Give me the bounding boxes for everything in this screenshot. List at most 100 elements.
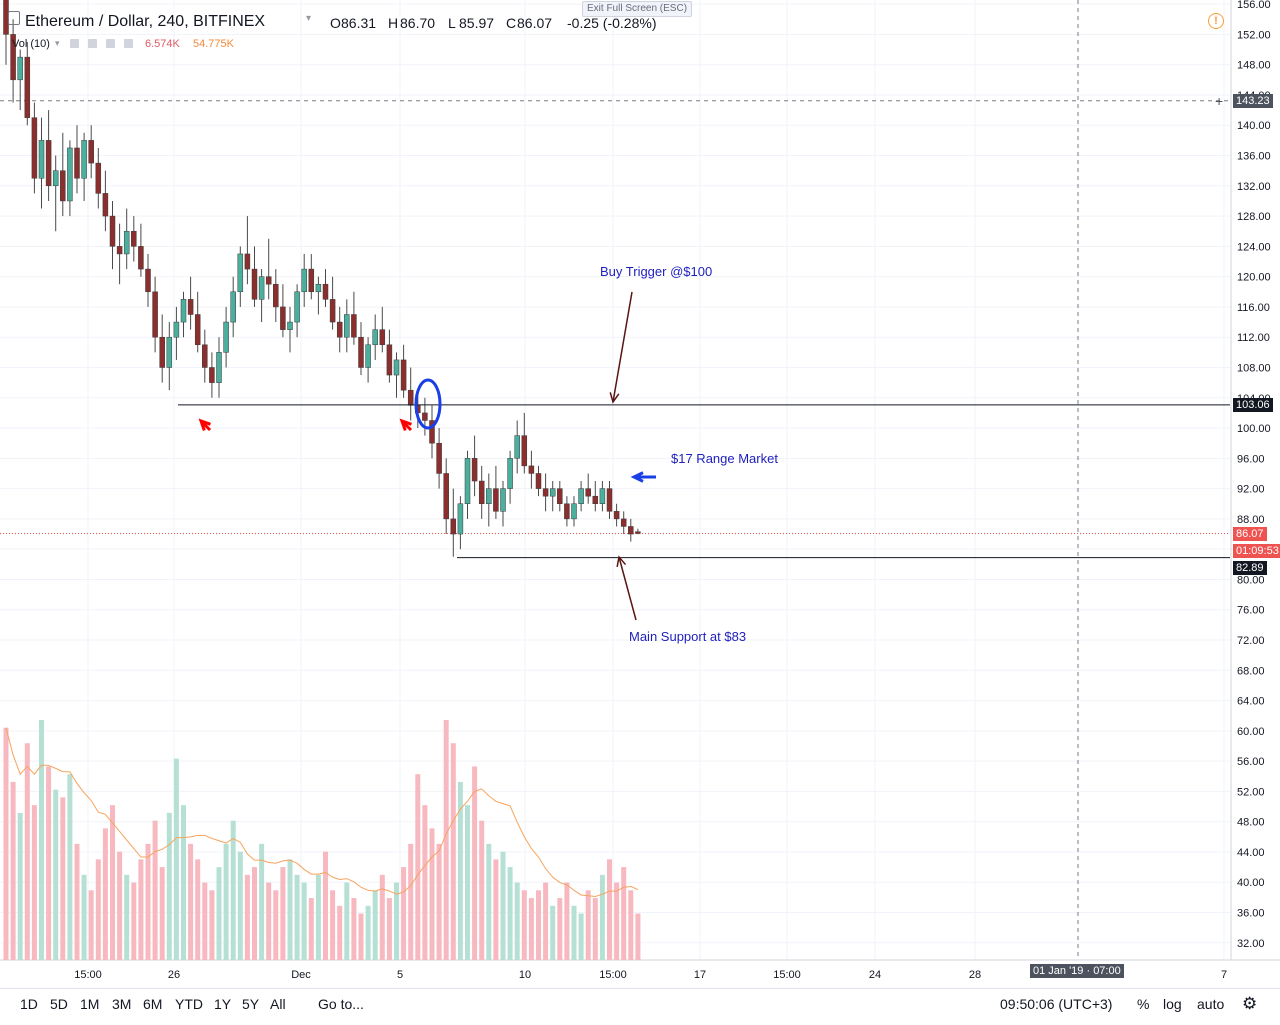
timeframe-1y-button[interactable]: 1Y	[214, 996, 232, 1012]
eye-icon[interactable]	[70, 39, 79, 48]
timeframe-1d-button[interactable]: 1D	[20, 996, 38, 1012]
price-chart[interactable]: 32.00 36.00 40.00 44.00 48.00 52.00 56.00 60.00…	[0, 0, 1280, 988]
volume-bar	[635, 913, 641, 960]
volume-bar	[443, 720, 449, 960]
candle-body	[344, 314, 350, 338]
candle-body	[223, 321, 229, 353]
volume-bar	[472, 766, 478, 960]
volume-bar	[379, 874, 385, 960]
candle-body	[450, 518, 457, 535]
chevron-down-icon[interactable]: ▾	[306, 13, 312, 24]
volume-bar	[330, 890, 336, 960]
candle-body	[180, 299, 187, 323]
volume-bar	[599, 874, 605, 960]
candle-body	[336, 321, 343, 338]
high-label: H	[388, 15, 399, 31]
volume-bar	[67, 774, 73, 960]
candle-body	[187, 299, 194, 315]
timeframe-5d-button[interactable]: 5D	[50, 996, 68, 1012]
volume-bar	[24, 743, 30, 960]
exit-fullscreen-button[interactable]: Exit Full Screen (ESC)	[582, 1, 693, 17]
crosshair-price-label: 143.23	[1233, 94, 1273, 108]
price-tick-label: 52.00	[1237, 786, 1265, 798]
candle-body	[542, 488, 549, 497]
close-icon[interactable]	[124, 39, 133, 48]
close-label: C	[506, 15, 517, 31]
candle-body	[67, 147, 73, 202]
price-tick-label: 92.00	[1237, 484, 1265, 496]
candle-body	[315, 283, 322, 293]
candle-body	[429, 420, 435, 444]
crosshair-plus-icon[interactable]: +	[1215, 93, 1224, 109]
volume-label[interactable]: Vol (10)	[12, 38, 50, 50]
timeframe-all-button[interactable]: All	[270, 996, 286, 1012]
timeframe-3m-button[interactable]: 3M	[112, 996, 132, 1012]
volume-bar	[39, 720, 44, 960]
timeframe-ytd-button[interactable]: YTD	[175, 996, 203, 1012]
clock-readout[interactable]: 09:50:06 (UTC+3)	[1000, 996, 1113, 1012]
candle-body	[372, 329, 378, 346]
price-tick-label: 36.00	[1237, 908, 1265, 920]
volume-bar	[401, 867, 407, 960]
timeframe-5y-button[interactable]: 5Y	[242, 996, 260, 1012]
log-toggle[interactable]: log	[1163, 996, 1182, 1012]
plus-icon[interactable]	[106, 39, 115, 48]
volume-bar	[564, 882, 570, 960]
time-tick-label: 10	[519, 969, 531, 981]
candle-body	[571, 503, 577, 520]
candle-body	[613, 511, 620, 520]
candle-body	[38, 140, 45, 179]
alert-icon[interactable]: !	[1208, 13, 1224, 29]
gear-icon[interactable]	[88, 39, 97, 48]
goto-button[interactable]: Go to...	[318, 996, 364, 1012]
volume-bar	[323, 851, 328, 960]
volume-bar	[110, 805, 115, 960]
candle-body	[145, 268, 151, 293]
highlight-ellipse[interactable]	[414, 378, 442, 430]
open-label: O	[330, 15, 341, 31]
price-tick-label: 64.00	[1237, 696, 1265, 708]
volume-bar	[337, 905, 343, 960]
candle-body	[10, 34, 16, 81]
time-tick-label: 17	[694, 969, 706, 981]
volume-bar	[450, 743, 456, 960]
time-tick-label: 24	[869, 969, 881, 981]
volume-bar	[10, 781, 16, 960]
chevron-down-icon[interactable]: ▾	[55, 38, 60, 48]
support-annotation: Main Support at $83	[629, 629, 747, 644]
volume-bar	[585, 890, 591, 960]
time-tick-label: 7	[1221, 969, 1227, 981]
range-annotation: $17 Range Market	[671, 451, 778, 466]
symbol-title[interactable]: Ethereum / Dollar, 240, BITFINEX	[25, 13, 266, 30]
volume-bar	[394, 882, 399, 960]
gear-icon[interactable]: ⚙	[1242, 994, 1258, 1013]
volume-bar	[500, 851, 506, 960]
candle-body	[578, 488, 584, 504]
candle-body	[358, 336, 364, 368]
volume-bar	[202, 882, 208, 960]
candle-body	[123, 230, 130, 255]
timeframe-1m-button[interactable]: 1M	[80, 996, 100, 1012]
buy-trigger-arrow-head	[609, 392, 620, 404]
volume-bar	[607, 859, 612, 960]
candle-body	[131, 230, 137, 247]
candle-body	[230, 291, 236, 323]
auto-toggle[interactable]: auto	[1197, 996, 1225, 1012]
candle-body	[443, 473, 449, 520]
candle-body	[400, 359, 407, 391]
volume-bar	[550, 905, 556, 960]
candle-body	[549, 488, 556, 497]
legend-sandwich-icon[interactable]	[8, 11, 20, 25]
support-arrow[interactable]	[618, 556, 637, 621]
timeframe-6m-button[interactable]: 6M	[143, 996, 163, 1012]
candle-body	[514, 435, 520, 459]
buy-trigger-arrow[interactable]	[612, 291, 633, 403]
price-tick-label: 100.00	[1237, 423, 1271, 435]
volume-bar	[88, 890, 94, 960]
volume-bar	[493, 859, 499, 960]
percent-toggle[interactable]: %	[1137, 996, 1150, 1012]
time-tick-label: 5	[397, 969, 403, 981]
crosshair-date-label: 01 Jan '19 · 07:00	[1030, 964, 1124, 978]
price-tick-label: 132.00	[1237, 181, 1271, 193]
price-tick-label: 88.00	[1237, 514, 1265, 526]
